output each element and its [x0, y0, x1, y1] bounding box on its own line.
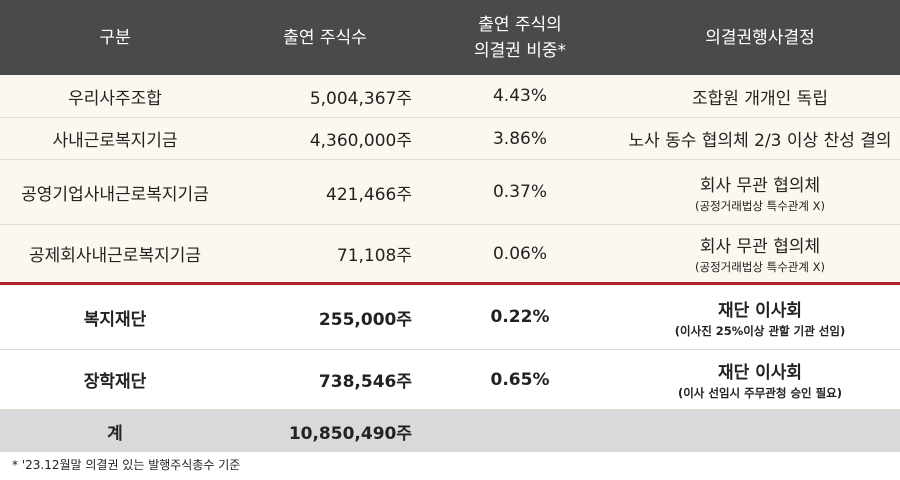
ratio: 4.43% — [492, 86, 547, 106]
cell: 계 — [0, 410, 230, 452]
cell: 738,546주 — [230, 350, 420, 409]
cell: 회사 무관 협의체 (공정거래법상 특수관계 X) — [620, 160, 900, 224]
cell: 재단 이사회 (이사 선임시 주무관청 승인 필요) — [620, 350, 900, 409]
decision: 회사 무관 협의체 — [699, 175, 821, 196]
cell: 공제회사내근로복지기금 — [0, 225, 230, 282]
table-row: 공영기업사내근로복지기금 421,466주 0.37% 회사 무관 협의체 (공정거래법… — [0, 160, 900, 225]
decision-note: (이사 선임시 주무관청 승인 필요) — [677, 386, 843, 400]
decision-note: (공정거래법상 특수관계 X) — [695, 260, 825, 274]
cell: 421,466주 — [230, 160, 420, 224]
decision: 재단 이사회 — [717, 300, 803, 321]
cell: 0.65% — [420, 350, 620, 409]
row-name: 우리사주조합 — [68, 88, 162, 109]
cell: 사내근로복지기금 — [0, 118, 230, 159]
row-name: 장학재단 — [83, 372, 147, 392]
cell: 우리사주조합 — [0, 75, 230, 117]
cell: 장학재단 — [0, 350, 230, 409]
cell: 5,004,367주 — [230, 75, 420, 117]
footnote: * '23.12월말 의결권 있는 발행주식총수 기준 — [12, 458, 241, 472]
cell: 71,108주 — [230, 225, 420, 282]
table-row: 장학재단 738,546주 0.65% 재단 이사회 (이사 선임시 주무관청 승인 필… — [0, 350, 900, 410]
table-row: 공제회사내근로복지기금 71,108주 0.06% 회사 무관 협의체 (공정거래법상 … — [0, 225, 900, 285]
cell — [420, 410, 620, 452]
table-row: 복지재단 255,000주 0.22% 재단 이사회 (이사진 25%이상 관할 기관 … — [0, 285, 900, 350]
decision: 노사 동수 협의체 2/3 이상 찬성 결의 — [628, 131, 892, 151]
table-row: 사내근로복지기금 4,360,000주 3.86% 노사 동수 협의체 2/3 이상 … — [0, 118, 900, 160]
cell: 4,360,000주 — [230, 118, 420, 159]
cell — [620, 410, 900, 452]
cell: 255,000주 — [230, 285, 420, 349]
cell: 회사 무관 협의체 (공정거래법상 특수관계 X) — [620, 225, 900, 282]
ratio: 0.37% — [492, 182, 547, 202]
row-name: 공영기업사내근로복지기금 — [21, 184, 209, 205]
decision-note: (이사진 25%이상 관할 기관 선임) — [674, 323, 846, 338]
cell: 0.06% — [420, 225, 620, 282]
cell: 노사 동수 협의체 2/3 이상 찬성 결의 — [620, 118, 900, 159]
shares: 421,466주 — [326, 184, 412, 205]
shares: 255,000주 — [318, 309, 412, 330]
cell: 3.86% — [420, 118, 620, 159]
total-shares: 10,850,490주 — [288, 423, 412, 444]
header-text: 출연 주식의 — [478, 14, 562, 35]
ratio: 3.86% — [492, 128, 547, 149]
shares: 4,360,000주 — [309, 131, 412, 151]
header-text: 구분 — [99, 27, 131, 48]
cell: 0.37% — [420, 160, 620, 224]
cell: 4.43% — [420, 75, 620, 117]
row-name: 복지재단 — [83, 309, 147, 330]
total-row: 계 10,850,490주 — [0, 410, 900, 452]
decision-note: (공정거래법상 특수관계 X) — [695, 198, 825, 213]
cell: 복지재단 — [0, 285, 230, 349]
header-cell: 구분 — [0, 0, 230, 75]
table-row: 우리사주조합 5,004,367주 4.43% 조합원 개개인 독립 — [0, 75, 900, 118]
header-text: 출연 주식수 — [283, 27, 367, 48]
decision: 조합원 개개인 독립 — [692, 88, 828, 109]
row-name: 사내근로복지기금 — [52, 131, 178, 151]
cell: 10,850,490주 — [230, 410, 420, 452]
shares: 71,108주 — [336, 246, 412, 266]
cell: 0.22% — [420, 285, 620, 349]
cell: 재단 이사회 (이사진 25%이상 관할 기관 선임) — [620, 285, 900, 349]
decision: 재단 이사회 — [717, 363, 803, 383]
ratio: 0.22% — [490, 307, 550, 327]
ratio: 0.06% — [492, 243, 547, 264]
total-name: 계 — [107, 423, 123, 444]
cell: 공영기업사내근로복지기금 — [0, 160, 230, 224]
header-cell: 출연 주식수 — [230, 0, 420, 75]
ratio: 0.65% — [490, 369, 550, 390]
shares: 738,546주 — [318, 372, 412, 392]
cell: 조합원 개개인 독립 — [620, 75, 900, 117]
header-cell: 의결권행사결정 — [620, 0, 900, 75]
shares: 5,004,367주 — [309, 88, 412, 109]
header-text: 의결권행사결정 — [705, 27, 815, 48]
header-text: 의결권 비중* — [473, 40, 567, 61]
decision: 회사 무관 협의체 — [699, 237, 821, 257]
row-name: 공제회사내근로복지기금 — [28, 246, 202, 266]
